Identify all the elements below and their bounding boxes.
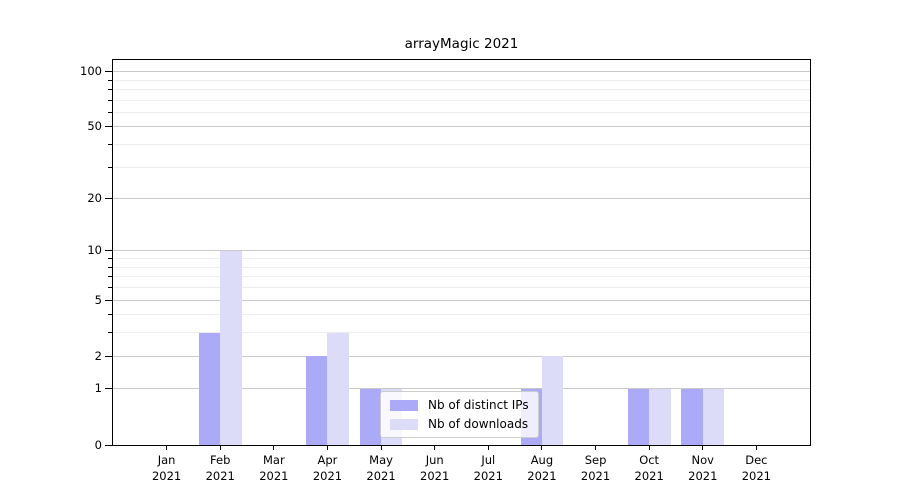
y-tick — [105, 444, 112, 446]
legend-row-distinct-ips: Nb of distinct IPs — [390, 397, 529, 413]
x-tick-label: Oct 2021 — [634, 453, 664, 483]
bar-distinct-ips — [198, 332, 221, 445]
legend-swatch-distinct-ips — [390, 399, 418, 411]
x-tick-label: Sep 2021 — [580, 453, 611, 483]
bar-distinct-ips — [306, 356, 328, 445]
gridline-minor — [113, 111, 810, 113]
y-minor-tick — [108, 314, 112, 316]
x-tick-label: Nov 2021 — [688, 453, 718, 483]
x-tick-label: May 2021 — [366, 453, 396, 483]
y-minor-tick — [108, 111, 112, 113]
x-tick — [273, 446, 275, 450]
y-tick-label: 20 — [87, 191, 102, 206]
x-tick — [541, 446, 543, 450]
bar-downloads — [702, 388, 725, 445]
x-tick-label: Jun 2021 — [420, 453, 450, 483]
gridline-major — [113, 355, 810, 357]
bar-downloads — [541, 356, 564, 445]
y-tick — [105, 299, 112, 301]
gridline-major — [113, 388, 810, 390]
y-tick — [105, 126, 112, 128]
y-tick — [105, 388, 112, 390]
bar-distinct-ips — [627, 388, 650, 445]
x-tick-label: Dec 2021 — [741, 453, 772, 483]
legend: Nb of distinct IPs Nb of downloads — [380, 391, 539, 438]
y-tick-label: 50 — [87, 119, 102, 134]
gridline-minor — [113, 88, 810, 90]
y-tick-label: 1 — [94, 381, 102, 396]
x-tick — [166, 446, 168, 450]
x-tick — [219, 446, 221, 450]
y-minor-tick — [108, 88, 112, 90]
y-minor-tick — [108, 166, 112, 168]
x-tick-label: Feb 2021 — [205, 453, 235, 483]
y-tick — [105, 71, 112, 73]
gridline-major — [113, 299, 810, 301]
y-tick-label: 10 — [87, 243, 102, 258]
gridline-minor — [113, 144, 810, 146]
y-minor-tick — [108, 276, 112, 278]
legend-swatch-downloads — [390, 418, 418, 430]
gridline-minor — [113, 266, 810, 268]
gridline-minor — [113, 79, 810, 81]
bar-downloads — [220, 250, 242, 445]
x-tick-label: Apr 2021 — [312, 453, 343, 483]
x-tick-label: Jan 2021 — [151, 453, 182, 483]
x-tick — [648, 446, 650, 450]
y-tick-label: 0 — [94, 437, 102, 452]
x-tick — [755, 446, 757, 450]
gridline-minor — [113, 166, 810, 168]
legend-label-distinct-ips: Nb of distinct IPs — [428, 398, 529, 412]
x-tick — [487, 446, 489, 450]
x-tick-label: Aug 2021 — [527, 453, 557, 483]
x-tick — [326, 446, 328, 450]
chart-title: arrayMagic 2021 — [404, 36, 519, 52]
y-tick — [105, 355, 112, 357]
y-minor-tick — [108, 144, 112, 146]
y-tick-label: 100 — [80, 64, 102, 79]
bar-distinct-ips — [681, 388, 703, 445]
y-minor-tick — [108, 99, 112, 101]
y-minor-tick — [108, 332, 112, 334]
x-tick — [434, 446, 436, 450]
bar-distinct-ips — [359, 388, 382, 445]
plot-area — [112, 59, 811, 446]
x-tick — [702, 446, 704, 450]
gridline-minor — [113, 258, 810, 260]
y-minor-tick — [108, 287, 112, 289]
gridline-minor — [113, 276, 810, 278]
gridline-minor — [113, 332, 810, 334]
y-minor-tick — [108, 266, 112, 268]
gridline-minor — [113, 287, 810, 289]
bar-downloads — [327, 332, 349, 445]
gridline-minor — [113, 99, 810, 101]
gridline-major — [113, 126, 810, 128]
y-minor-tick — [108, 79, 112, 81]
x-tick-label: Jul 2021 — [473, 453, 503, 483]
y-minor-tick — [108, 258, 112, 260]
x-tick — [595, 446, 597, 450]
legend-label-downloads: Nb of downloads — [428, 417, 529, 431]
legend-row-downloads: Nb of downloads — [390, 416, 529, 432]
gridline-major — [113, 250, 810, 252]
x-tick-label: Mar 2021 — [259, 453, 289, 483]
y-tick — [105, 250, 112, 252]
gridline-major — [113, 71, 810, 73]
y-tick — [105, 198, 112, 200]
gridline-major — [113, 198, 810, 200]
y-tick-label: 2 — [94, 348, 102, 363]
gridline-minor — [113, 314, 810, 316]
bar-downloads — [649, 388, 671, 445]
y-tick-label: 5 — [94, 292, 102, 307]
x-tick — [380, 446, 382, 450]
